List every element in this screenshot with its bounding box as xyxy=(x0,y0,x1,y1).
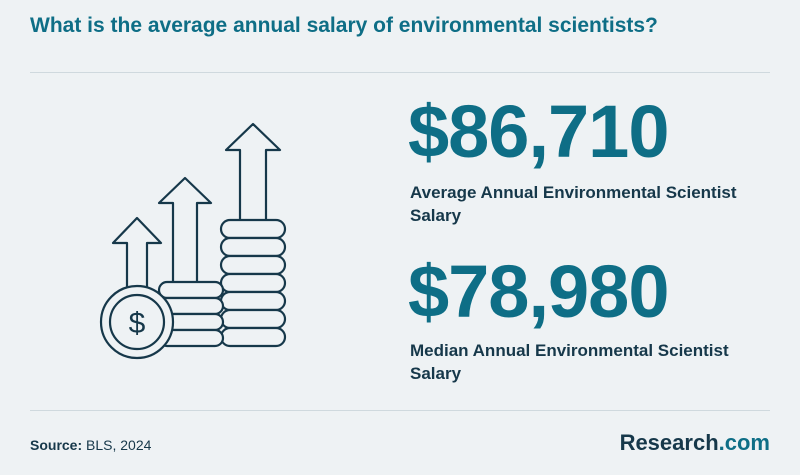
average-salary-label: Average Annual Environmental Scientist S… xyxy=(410,183,737,225)
source-text: BLS, 2024 xyxy=(86,437,152,453)
page-title: What is the average annual salary of env… xyxy=(30,14,658,37)
bottom-divider xyxy=(30,410,770,411)
source-note: Source: BLS, 2024 xyxy=(30,437,151,453)
brand-logo: Research.com xyxy=(620,430,770,456)
brand-tld: .com xyxy=(718,430,770,455)
salary-growth-coins-icon: $ xyxy=(95,118,295,368)
median-salary-label: Median Annual Environmental Scientist Sa… xyxy=(410,341,729,383)
source-label: Source: xyxy=(30,437,83,453)
average-salary-value: $86,710 xyxy=(408,90,669,173)
top-divider xyxy=(30,72,770,73)
median-salary-value: $78,980 xyxy=(408,250,669,333)
brand-name: Research xyxy=(619,430,719,455)
dollar-sign-icon: $ xyxy=(129,307,146,340)
